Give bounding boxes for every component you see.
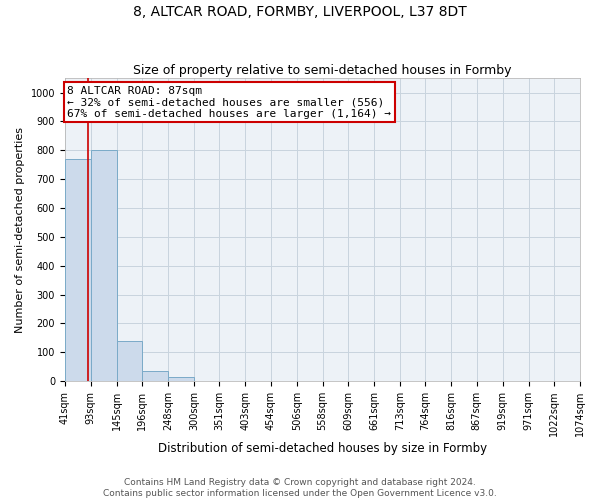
Bar — [168, 377, 194, 381]
Text: 8 ALTCAR ROAD: 87sqm
← 32% of semi-detached houses are smaller (556)
67% of semi: 8 ALTCAR ROAD: 87sqm ← 32% of semi-detac… — [67, 86, 391, 119]
Bar — [65, 159, 91, 381]
Text: 8, ALTCAR ROAD, FORMBY, LIVERPOOL, L37 8DT: 8, ALTCAR ROAD, FORMBY, LIVERPOOL, L37 8… — [133, 5, 467, 19]
Bar — [142, 371, 168, 381]
Title: Size of property relative to semi-detached houses in Formby: Size of property relative to semi-detach… — [133, 64, 512, 77]
Text: Contains HM Land Registry data © Crown copyright and database right 2024.
Contai: Contains HM Land Registry data © Crown c… — [103, 478, 497, 498]
Bar — [116, 341, 142, 381]
Bar — [91, 150, 116, 381]
Y-axis label: Number of semi-detached properties: Number of semi-detached properties — [15, 126, 25, 332]
X-axis label: Distribution of semi-detached houses by size in Formby: Distribution of semi-detached houses by … — [158, 442, 487, 455]
